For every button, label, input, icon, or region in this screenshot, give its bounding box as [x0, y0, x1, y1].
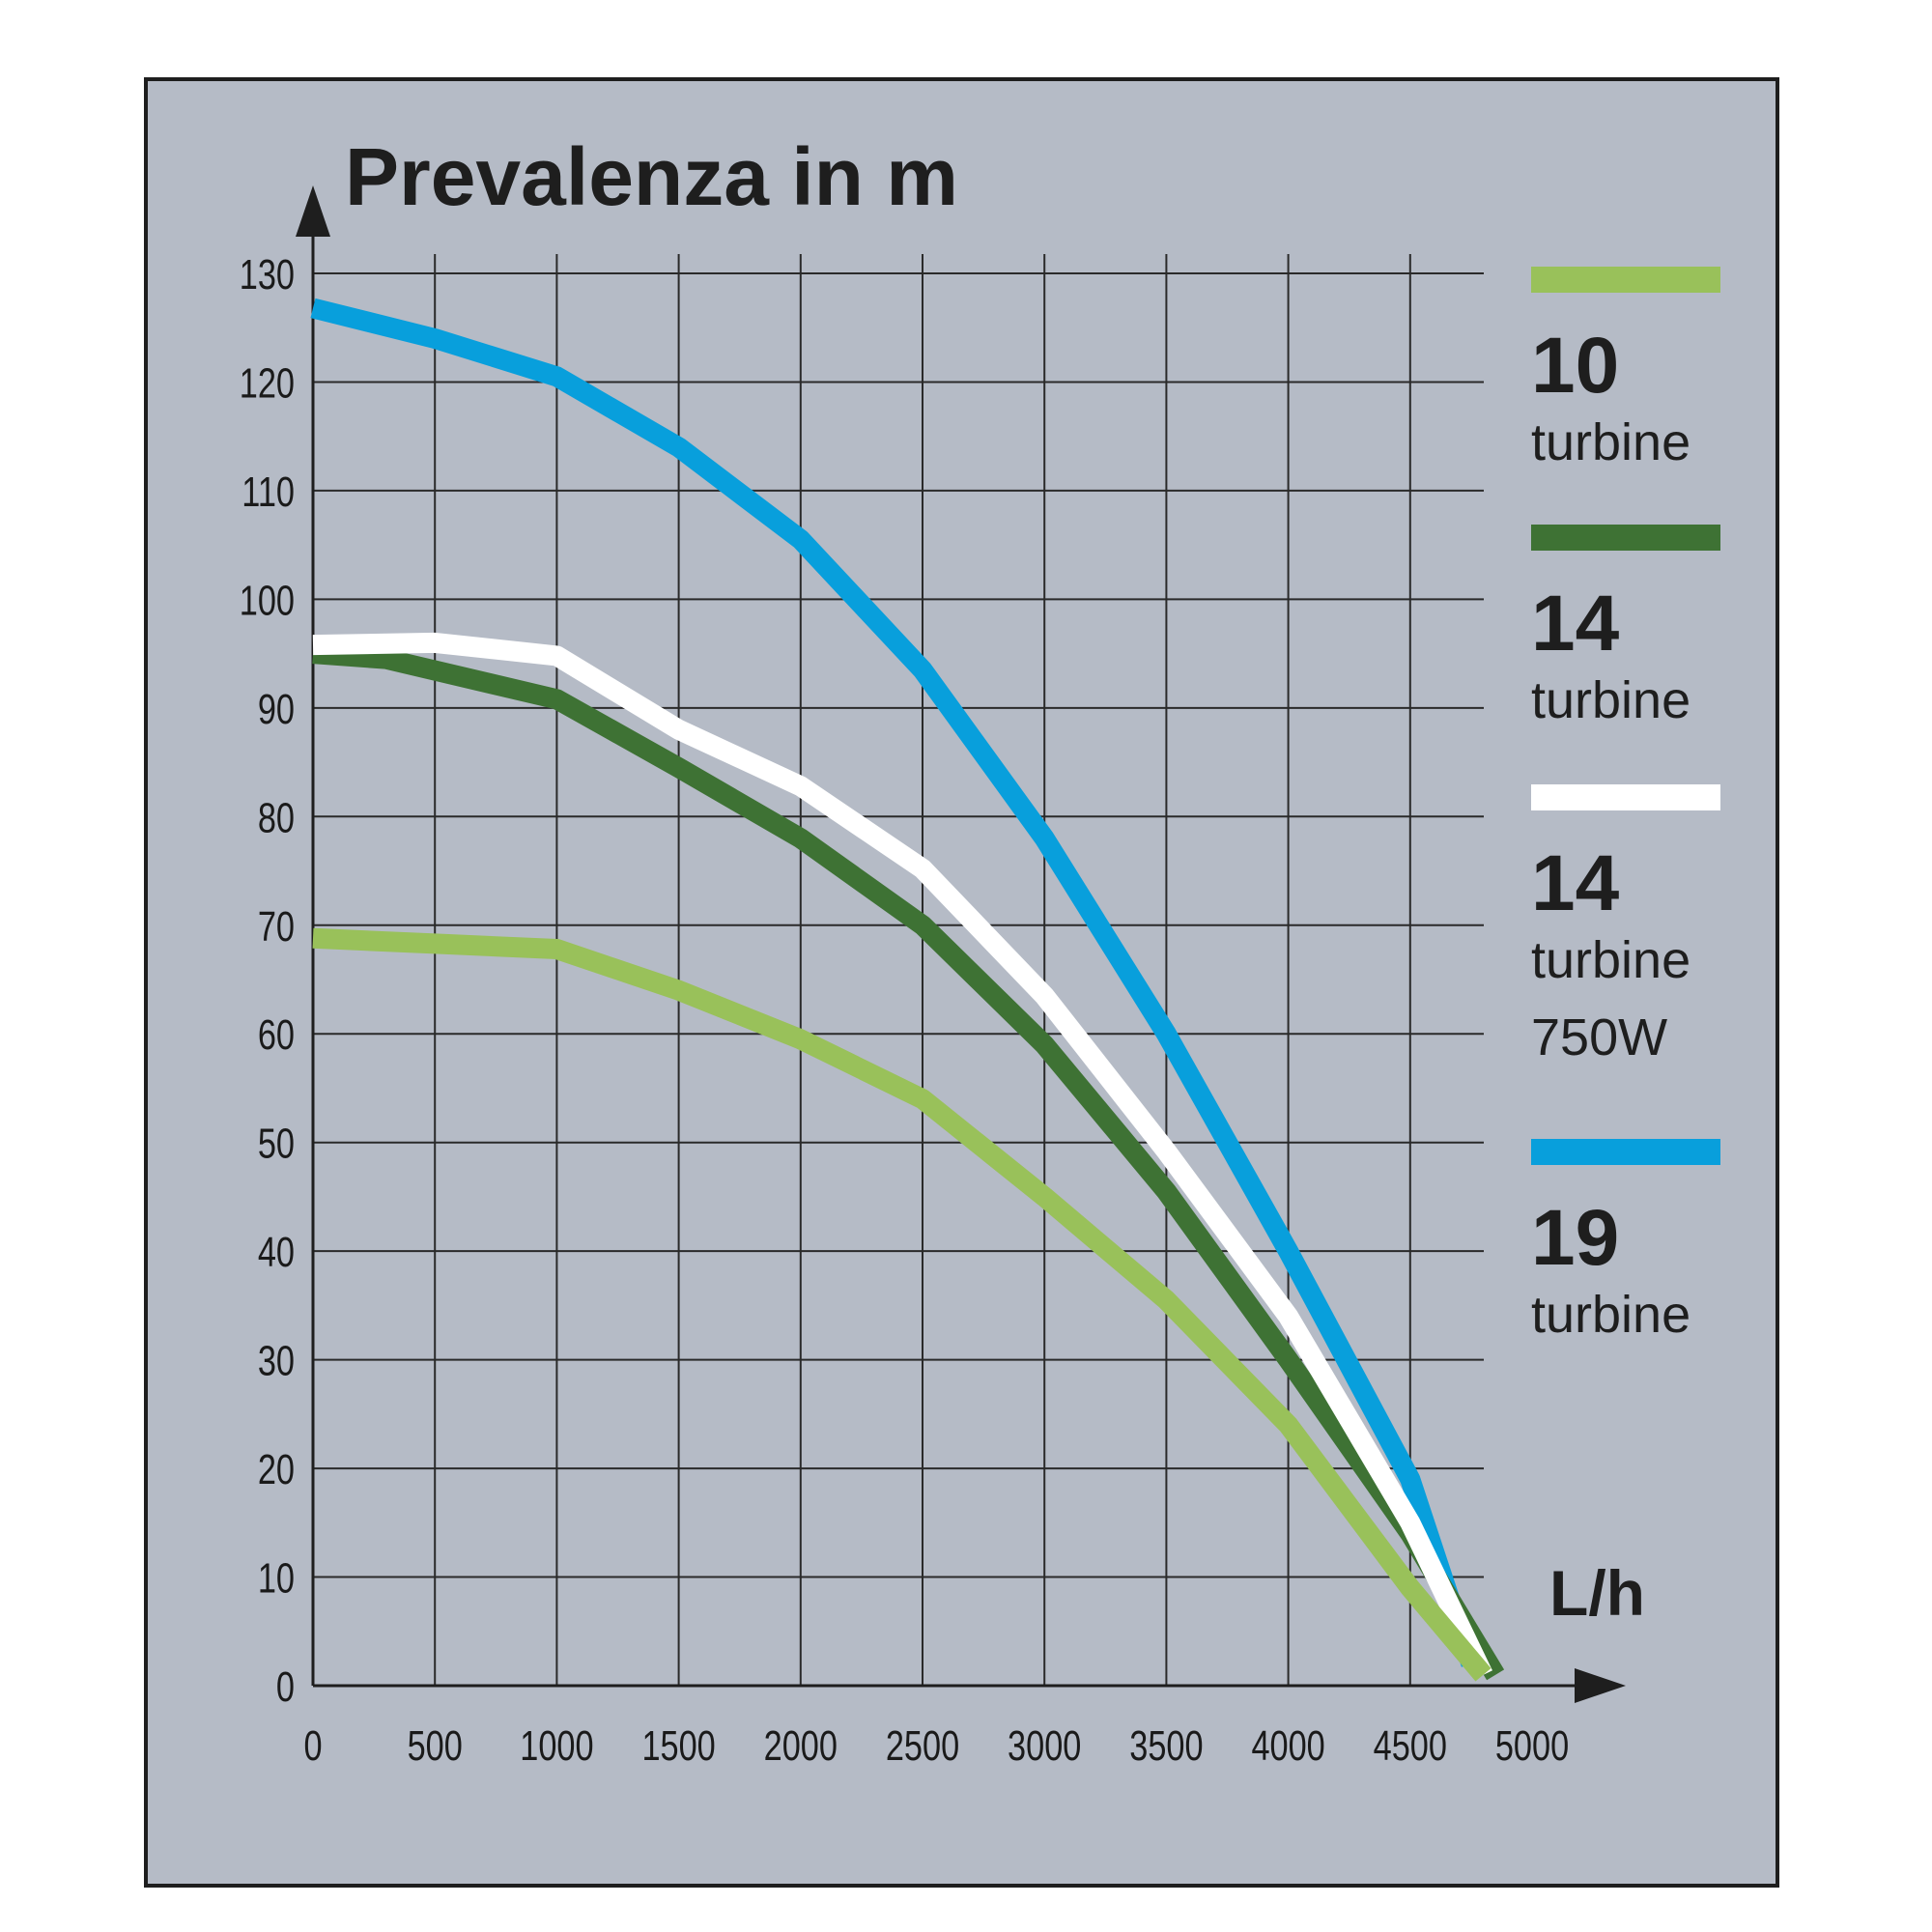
- x-tick-label: 3000: [1008, 1722, 1081, 1770]
- x-tick-label: 3500: [1129, 1722, 1203, 1770]
- y-tick-label: 120: [240, 359, 295, 407]
- x-tick-labels: 0 500 1000 1500 2000 2500 3000 3500 4000 4500 5000: [303, 1722, 1569, 1770]
- chart-title: Prevalenza in m: [345, 131, 958, 222]
- x-tick-label: 1000: [520, 1722, 593, 1770]
- y-tick-label: 10: [258, 1555, 295, 1603]
- legend-label: turbine: [1531, 1286, 1690, 1344]
- legend-label: turbine: [1531, 413, 1690, 471]
- legend-label: 750W: [1531, 1009, 1667, 1066]
- x-tick-label: 1500: [641, 1722, 715, 1770]
- x-axis-arrow: [1575, 1668, 1626, 1703]
- x-tick-label: 4500: [1374, 1722, 1447, 1770]
- series-line-2: [312, 632, 1492, 1680]
- legend-number: 19: [1531, 1194, 1619, 1282]
- y-tick-label: 30: [258, 1338, 295, 1385]
- series-line-3: [312, 927, 1492, 1682]
- x-tick-label: 4000: [1251, 1722, 1324, 1770]
- y-tick-label: 60: [258, 1011, 295, 1059]
- x-tick-label: 5000: [1495, 1722, 1569, 1770]
- y-tick-label: 80: [258, 794, 295, 841]
- x-tick-label: 2000: [764, 1722, 838, 1770]
- y-tick-label: 20: [258, 1446, 295, 1493]
- legend-swatch: [1531, 1139, 1720, 1165]
- series-line-1: [312, 643, 1505, 1681]
- y-tick-label: 110: [242, 469, 295, 516]
- legend-label: turbine: [1531, 931, 1690, 989]
- legend-swatch: [1531, 267, 1720, 293]
- grid: [313, 254, 1484, 1686]
- y-tick-labels: 0 10 20 30 40 50 60 70 80 90 100 110 120 130: [240, 251, 295, 1711]
- y-tick-label: 70: [258, 903, 295, 951]
- series-lines: [310, 298, 1505, 1682]
- legend-label: turbine: [1531, 671, 1690, 729]
- series-line-0: [310, 298, 1481, 1667]
- legend-number: 10: [1531, 322, 1619, 410]
- x-tick-label: 0: [303, 1722, 322, 1770]
- legend-number: 14: [1531, 839, 1620, 927]
- y-tick-label: 130: [240, 251, 295, 298]
- legend-swatch: [1531, 784, 1720, 810]
- chart-background: [144, 77, 1779, 1888]
- y-tick-label: 100: [240, 577, 295, 624]
- y-tick-label: 0: [276, 1663, 295, 1711]
- y-tick-label: 50: [258, 1121, 295, 1168]
- y-tick-label: 90: [258, 686, 295, 733]
- axes: [296, 185, 1626, 1703]
- y-axis-arrow: [296, 185, 330, 237]
- legend-number: 14: [1531, 580, 1620, 668]
- x-tick-label: 2500: [886, 1722, 959, 1770]
- legend-swatch: [1531, 525, 1720, 551]
- x-tick-label: 500: [408, 1722, 463, 1770]
- y-tick-label: 40: [258, 1229, 295, 1276]
- x-axis-unit-label: L/h: [1549, 1557, 1645, 1629]
